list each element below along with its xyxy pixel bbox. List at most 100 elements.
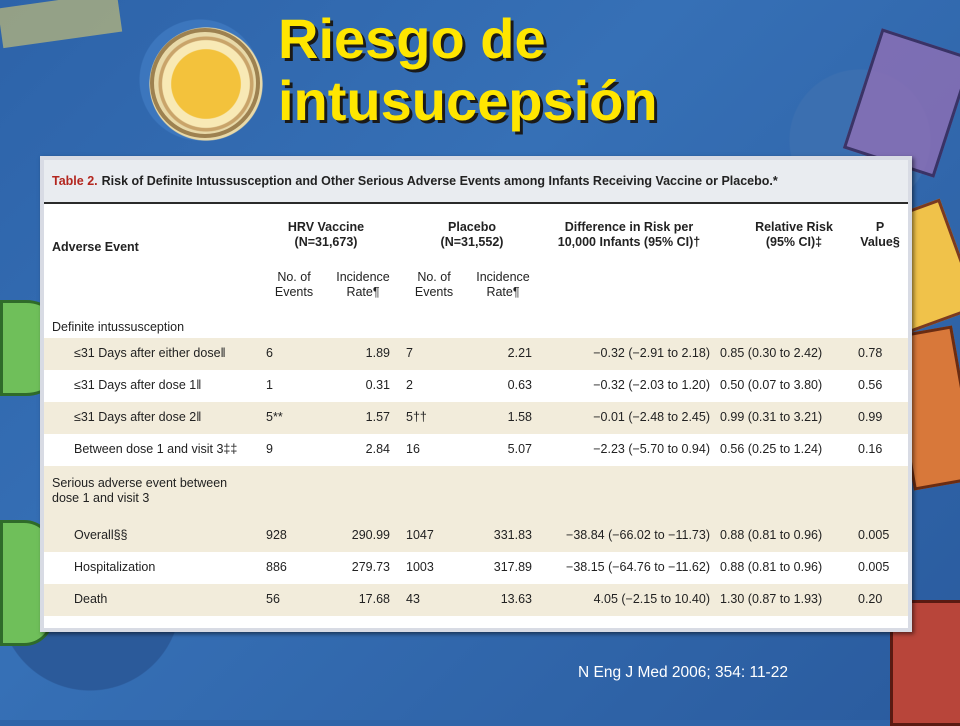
cell-p: 0.99 — [858, 410, 883, 424]
subheader-placebo-rate: Incidence Rate¶ — [468, 270, 538, 300]
cell-p-rate: 317.89 — [493, 560, 532, 574]
cell-rr: 0.50 (0.07 to 3.80) — [720, 378, 823, 392]
subheader-events-line1: No. of — [417, 270, 451, 284]
table-caption-text: Risk of Definite Intussusception and Oth… — [101, 174, 778, 188]
table-row: Hospitalization 886 279.73 1003 317.89 −38.15… — [44, 552, 908, 584]
cell-rr: 0.88 (0.81 to 0.96) — [720, 560, 823, 574]
cell-p-n: 1003 — [406, 560, 434, 574]
cell-event: Hospitalization — [74, 560, 156, 574]
cell-event: Between dose 1 and visit 3‡‡ — [74, 442, 238, 456]
col-header-p-value: P Value§ — [856, 220, 904, 250]
col-header-difference: Difference in Risk per 10,000 Infants (9… — [549, 220, 709, 250]
cell-v-rate: 1.57 — [365, 410, 390, 424]
results-table: Table 2. Risk of Definite Intussusception… — [44, 160, 908, 628]
subheader-events-line2: Events — [414, 285, 454, 299]
col-header-hrv-line2: (N=31,673) — [294, 235, 358, 249]
table-row: Overall§§ 928 290.99 1047 331.83 −38.84 (−66.… — [44, 520, 908, 552]
col-header-placebo-line2: (N=31,552) — [440, 235, 504, 249]
cell-p-n: 16 — [406, 442, 420, 456]
table-caption-bar: Table 2. Risk of Definite Intussusception… — [44, 160, 908, 202]
subheader-vaccine-rate: Incidence Rate¶ — [328, 270, 398, 300]
col-header-diff-line2: 10,000 Infants (95% CI)† — [557, 235, 701, 249]
sun-ring-decoration — [150, 28, 260, 138]
cell-v-n: 6 — [266, 346, 273, 360]
col-header-rr-line1: Relative Risk — [755, 220, 833, 234]
cell-p-rate: 13.63 — [500, 592, 532, 606]
cell-rr: 0.88 (0.81 to 0.96) — [720, 528, 823, 542]
table-row: ≤31 Days after either dose‖ 6 1.89 7 2.21 −0.… — [44, 338, 908, 370]
subheader-rate-line2: Rate¶ — [486, 285, 520, 299]
cell-v-n: 928 — [266, 528, 287, 542]
cell-p-n: 5†† — [406, 410, 427, 424]
cell-p: 0.005 — [858, 560, 890, 574]
cell-v-rate: 290.99 — [351, 528, 390, 542]
cell-event: ≤31 Days after dose 1‖ — [74, 378, 202, 392]
table-image-frame: Table 2. Risk of Definite Intussusception… — [40, 156, 912, 632]
cell-diff: 4.05 (−2.15 to 10.40) — [593, 592, 710, 606]
table-row: Between dose 1 and visit 3‡‡ 9 2.84 16 5.07 −… — [44, 434, 908, 466]
subheader-events-line1: No. of — [277, 270, 311, 284]
table-label: Table 2. — [52, 174, 98, 188]
cell-diff: −0.32 (−2.91 to 2.18) — [593, 346, 710, 360]
header-divider — [44, 202, 908, 204]
col-header-adverse-event: Adverse Event — [52, 240, 139, 254]
table-row: ≤31 Days after dose 2‖ 5** 1.57 5†† 1.58 −0.0… — [44, 402, 908, 434]
section-heading-row: Serious adverse event between dose 1 and… — [44, 466, 908, 520]
cell-v-n: 1 — [266, 378, 273, 392]
col-header-relative-risk: Relative Risk (95% CI)‡ — [734, 220, 854, 250]
cell-p-rate: 0.63 — [507, 378, 532, 392]
cell-event: ≤31 Days after either dose‖ — [74, 346, 226, 360]
subheader-rate-line2: Rate¶ — [346, 285, 380, 299]
cell-v-rate: 0.31 — [365, 378, 390, 392]
cell-v-rate: 17.68 — [358, 592, 390, 606]
cell-p: 0.56 — [858, 378, 883, 392]
cell-p-rate: 5.07 — [507, 442, 532, 456]
cell-rr: 0.85 (0.30 to 2.42) — [720, 346, 823, 360]
section2-line1: Serious adverse event between — [52, 476, 228, 490]
cell-v-rate: 1.89 — [365, 346, 390, 360]
section-heading-serious-events: Serious adverse event between dose 1 and… — [52, 476, 227, 506]
cell-p-rate: 2.21 — [507, 346, 532, 360]
cell-event: Death — [74, 592, 108, 606]
cell-v-n: 56 — [266, 592, 280, 606]
col-header-hrv-line1: HRV Vaccine — [287, 220, 365, 234]
table-row: ≤31 Days after dose 1‖ 1 0.31 2 0.63 −0.32 (−… — [44, 370, 908, 402]
table-row: Death 56 17.68 43 13.63 4.05 (−2.15 to 10.40)… — [44, 584, 908, 616]
title-line-2: intusucepsión — [278, 69, 658, 132]
cell-p: 0.78 — [858, 346, 883, 360]
cell-v-n: 5** — [266, 410, 283, 424]
cell-p-n: 1047 — [406, 528, 434, 542]
cell-event: ≤31 Days after dose 2‖ — [74, 410, 202, 424]
cell-event: Overall§§ — [74, 528, 128, 542]
col-header-placebo-line1: Placebo — [448, 220, 496, 234]
cell-p-n: 43 — [406, 592, 420, 606]
cell-p-rate: 1.58 — [507, 410, 532, 424]
cell-p: 0.005 — [858, 528, 890, 542]
cell-v-rate: 279.73 — [351, 560, 390, 574]
section-heading-intussusception: Definite intussusception — [52, 320, 185, 334]
cell-v-n: 9 — [266, 442, 273, 456]
col-header-hrv: HRV Vaccine (N=31,673) — [266, 220, 386, 250]
col-header-diff-line1: Difference in Risk per — [564, 220, 694, 234]
subheader-vaccine-events: No. of Events — [266, 270, 322, 300]
cell-diff: −0.01 (−2.48 to 2.45) — [593, 410, 710, 424]
title-line-1: Riesgo de — [278, 7, 546, 70]
cell-rr: 0.56 (0.25 to 1.24) — [720, 442, 823, 456]
subheader-rate-line1: Incidence — [476, 270, 530, 284]
cell-diff: −2.23 (−5.70 to 0.94) — [593, 442, 710, 456]
cell-diff: −0.32 (−2.03 to 1.20) — [593, 378, 710, 392]
table-caption: Table 2. Risk of Definite Intussusception… — [52, 174, 778, 188]
subheader-placebo-events: No. of Events — [406, 270, 462, 300]
subheader-events-line2: Events — [274, 285, 314, 299]
cell-v-n: 886 — [266, 560, 287, 574]
cell-v-rate: 2.84 — [365, 442, 390, 456]
cell-diff: −38.84 (−66.02 to −11.73) — [566, 528, 710, 542]
cell-rr: 0.99 (0.31 to 3.21) — [720, 410, 823, 424]
slide-title: Riesgo de intusucepsión — [278, 8, 658, 132]
cell-p: 0.20 — [858, 592, 883, 606]
cell-rr: 1.30 (0.87 to 1.93) — [720, 592, 823, 606]
cell-p: 0.16 — [858, 442, 883, 456]
cell-diff: −38.15 (−64.76 to −11.62) — [566, 560, 710, 574]
cell-p-n: 2 — [406, 378, 413, 392]
cell-p-rate: 331.83 — [493, 528, 532, 542]
